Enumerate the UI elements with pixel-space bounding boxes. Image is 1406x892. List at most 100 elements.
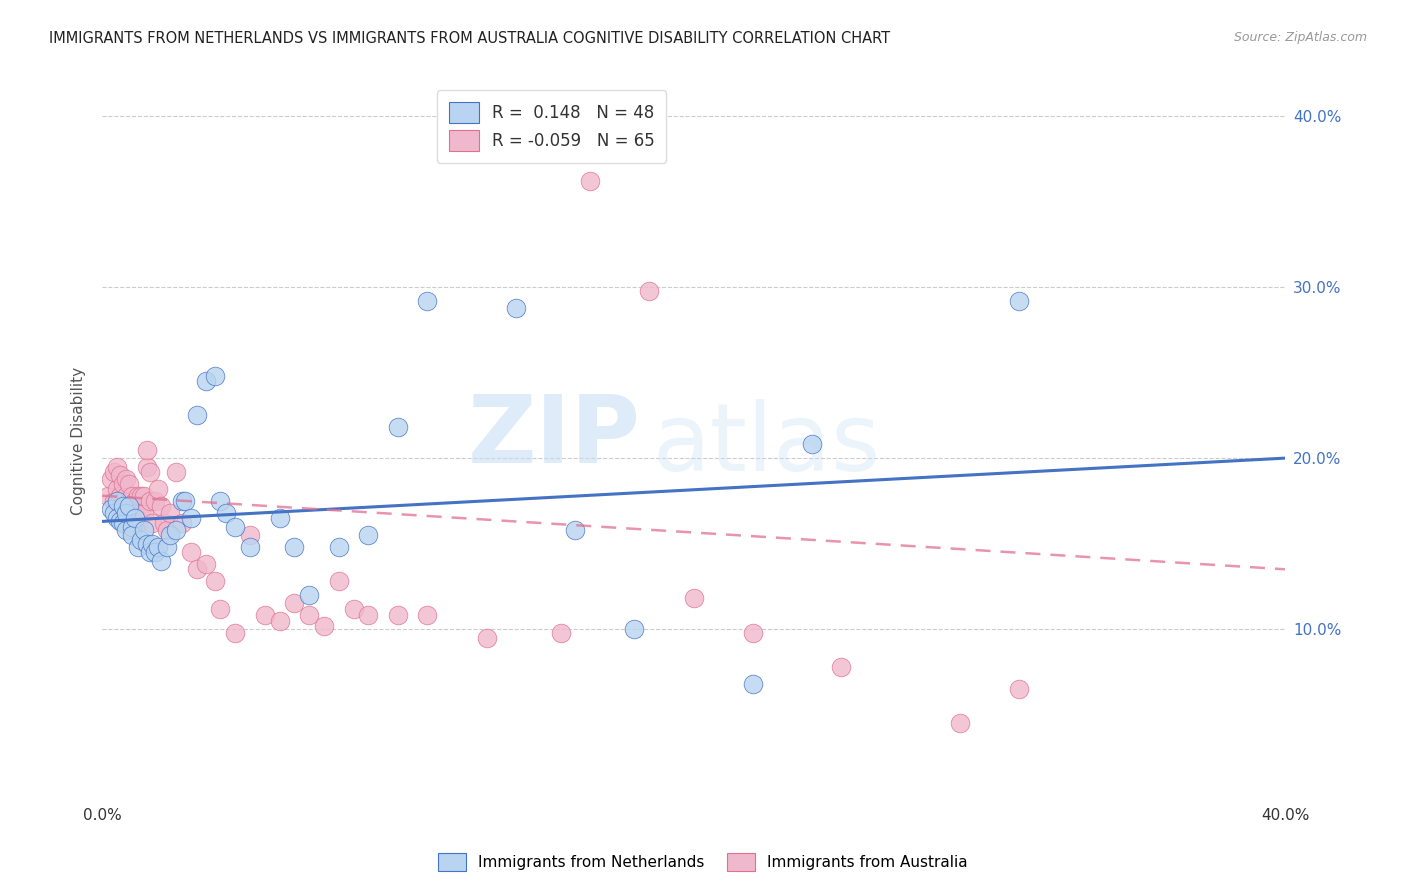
Point — [150, 499, 173, 513]
Point — [550, 625, 572, 640]
Point — [129, 489, 152, 503]
Point — [115, 506, 138, 520]
Point — [387, 420, 409, 434]
Point — [111, 499, 134, 513]
Point — [118, 476, 141, 491]
Point — [623, 622, 645, 636]
Point — [108, 515, 131, 529]
Point — [830, 659, 852, 673]
Point — [132, 489, 155, 503]
Point — [159, 528, 181, 542]
Point — [165, 523, 187, 537]
Point — [124, 494, 146, 508]
Point — [156, 523, 179, 537]
Point — [148, 482, 170, 496]
Point — [298, 588, 321, 602]
Point — [105, 482, 128, 496]
Point — [127, 516, 149, 530]
Point — [269, 614, 291, 628]
Point — [186, 562, 208, 576]
Point — [159, 506, 181, 520]
Point — [129, 506, 152, 520]
Point — [105, 459, 128, 474]
Point — [165, 465, 187, 479]
Point — [283, 540, 305, 554]
Point — [129, 533, 152, 548]
Point — [328, 540, 350, 554]
Point — [121, 489, 143, 503]
Point — [312, 618, 335, 632]
Point — [145, 545, 167, 559]
Point — [215, 506, 238, 520]
Point — [1008, 293, 1031, 308]
Point — [148, 540, 170, 554]
Point — [138, 494, 160, 508]
Point — [108, 468, 131, 483]
Text: Source: ZipAtlas.com: Source: ZipAtlas.com — [1233, 31, 1367, 45]
Point — [105, 511, 128, 525]
Point — [180, 545, 202, 559]
Point — [357, 528, 380, 542]
Point — [209, 601, 232, 615]
Point — [204, 574, 226, 589]
Point — [111, 476, 134, 491]
Y-axis label: Cognitive Disability: Cognitive Disability — [72, 367, 86, 515]
Point — [209, 494, 232, 508]
Point — [103, 494, 125, 508]
Point — [127, 489, 149, 503]
Point — [949, 716, 972, 731]
Point — [298, 608, 321, 623]
Point — [121, 516, 143, 530]
Point — [186, 409, 208, 423]
Point — [357, 608, 380, 623]
Point — [121, 519, 143, 533]
Point — [741, 625, 763, 640]
Point — [141, 516, 163, 530]
Point — [135, 459, 157, 474]
Point — [138, 545, 160, 559]
Point — [97, 489, 120, 503]
Point — [328, 574, 350, 589]
Point — [135, 442, 157, 457]
Point — [204, 369, 226, 384]
Point — [224, 625, 246, 640]
Point — [118, 494, 141, 508]
Point — [105, 494, 128, 508]
Point — [387, 608, 409, 623]
Point — [121, 528, 143, 542]
Point — [145, 494, 167, 508]
Point — [416, 293, 439, 308]
Point — [100, 502, 122, 516]
Point — [127, 540, 149, 554]
Point — [124, 511, 146, 525]
Point — [579, 174, 602, 188]
Point — [138, 465, 160, 479]
Point — [416, 608, 439, 623]
Point — [111, 516, 134, 530]
Text: IMMIGRANTS FROM NETHERLANDS VS IMMIGRANTS FROM AUSTRALIA COGNITIVE DISABILITY CO: IMMIGRANTS FROM NETHERLANDS VS IMMIGRANT… — [49, 31, 890, 46]
Point — [194, 557, 217, 571]
Point — [342, 601, 364, 615]
Point — [100, 472, 122, 486]
Point — [121, 506, 143, 520]
Point — [800, 437, 823, 451]
Point — [224, 519, 246, 533]
Point — [108, 489, 131, 503]
Point — [141, 536, 163, 550]
Point — [118, 499, 141, 513]
Text: ZIP: ZIP — [467, 392, 640, 483]
Point — [153, 516, 176, 530]
Point — [115, 523, 138, 537]
Point — [253, 608, 276, 623]
Point — [505, 301, 527, 315]
Point — [135, 536, 157, 550]
Point — [180, 511, 202, 525]
Point — [239, 528, 262, 542]
Point — [194, 374, 217, 388]
Point — [111, 494, 134, 508]
Point — [283, 597, 305, 611]
Point — [170, 494, 193, 508]
Point — [1008, 681, 1031, 696]
Point — [124, 506, 146, 520]
Legend: Immigrants from Netherlands, Immigrants from Australia: Immigrants from Netherlands, Immigrants … — [432, 847, 974, 877]
